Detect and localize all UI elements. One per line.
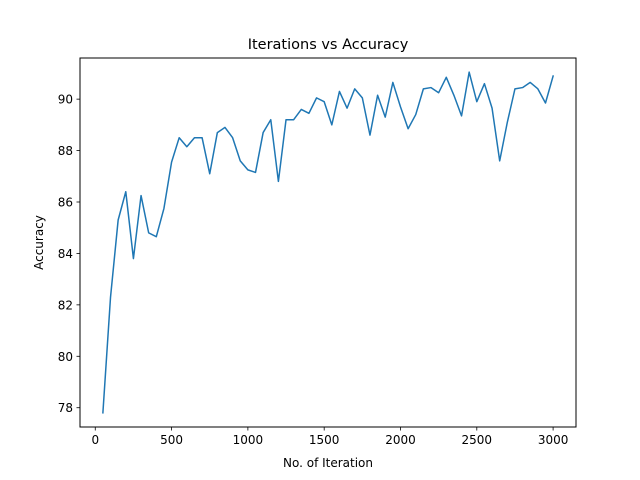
x-axis-label: No. of Iteration	[283, 456, 373, 470]
y-tick-label: 78	[58, 401, 73, 415]
x-tick-label: 2000	[385, 433, 416, 447]
x-tick-label: 2500	[462, 433, 493, 447]
y-tick-label: 84	[58, 247, 73, 261]
y-tick-label: 82	[58, 298, 73, 312]
x-tick-label: 1500	[309, 433, 340, 447]
series-layer	[102, 71, 555, 414]
y-axis-ticks: 78 80 82 84 86 88 90	[58, 93, 80, 415]
plot-area-frame	[79, 57, 577, 428]
x-tick-label: 500	[160, 433, 183, 447]
chart-title: Iterations vs Accuracy	[248, 37, 409, 53]
x-tick-label: 0	[91, 433, 99, 447]
x-axis-ticks: 0 500 1000 1500 2000 2500 3000	[91, 427, 568, 447]
y-tick-label: 88	[58, 144, 73, 158]
y-tick-label: 90	[58, 93, 73, 107]
y-axis-label: Accuracy	[32, 215, 46, 270]
y-tick-label: 86	[58, 196, 73, 210]
accuracy-series-line	[102, 71, 555, 414]
y-tick-label: 80	[58, 350, 73, 364]
x-tick-label: 1000	[233, 433, 264, 447]
x-tick-label: 3000	[538, 433, 569, 447]
